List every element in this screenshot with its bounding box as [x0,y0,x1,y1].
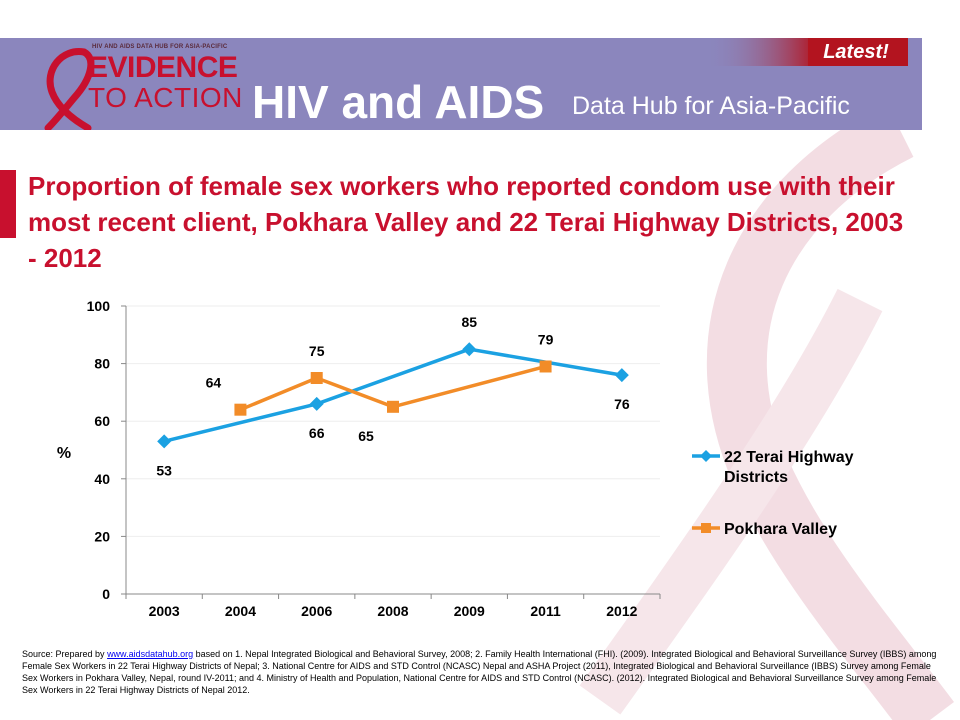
source-text: based on 1. Nepal Integrated Biological … [22,649,937,695]
accent-bar [0,170,16,238]
data-point-marker [310,372,323,384]
y-tick-label: 100 [87,298,111,314]
data-point-marker [614,368,629,383]
x-tick-label: 2003 [149,603,180,619]
data-label: 65 [358,428,374,444]
logo-to-action: TO ACTION [88,82,243,113]
data-label: 53 [156,462,172,478]
y-tick-label: 80 [94,356,110,372]
data-point-marker [462,342,477,357]
legend-label-terai: 22 Terai Highway Districts [724,449,854,486]
data-point-marker [309,396,324,411]
y-tick-label: 40 [94,471,110,487]
x-tick-label: 2011 [530,603,561,619]
logo-tagline: HIV AND AIDS DATA HUB FOR ASIA-PACIFIC [92,44,228,50]
y-tick-label: 20 [94,528,110,544]
source-link[interactable]: www.aidsdatahub.org [107,649,194,659]
legend-marker [701,523,711,533]
site-subtitle: Data Hub for Asia-Pacific [572,92,850,120]
red-ribbon-icon [44,48,95,130]
chart-title: Proportion of female sex workers who rep… [28,171,904,273]
data-label: 85 [461,314,477,330]
source-note: Source: Prepared by www.aidsdatahub.org … [22,648,938,696]
x-tick-label: 2006 [301,603,332,619]
x-tick-label: 2004 [225,603,256,619]
y-tick-label: 60 [94,413,110,429]
data-point-marker [234,403,247,416]
site-title: HIV and AIDS [252,76,545,128]
y-axis-label: % [57,445,71,462]
logo-evidence: EVIDENCE [88,51,238,84]
data-point-marker [157,434,172,449]
source-prefix: Source: Prepared by [22,649,108,659]
latest-badge[interactable]: Latest! [808,38,904,66]
data-label: 66 [309,425,325,441]
data-label: 64 [206,375,222,391]
x-tick-label: 2012 [606,603,637,619]
data-label: 79 [538,331,554,347]
legend-label-pokhara: Pokhara Valley [724,521,837,538]
data-point-marker [539,360,552,373]
data-label: 76 [614,396,630,412]
data-label: 75 [309,343,325,359]
legend-marker [700,450,712,462]
x-tick-label: 2009 [454,603,485,619]
series-line-terai [163,347,623,444]
data-point-marker [387,400,399,413]
x-tick-label: 2008 [377,603,408,619]
series-line-pokhara [239,364,547,412]
y-tick-label: 0 [102,586,110,602]
